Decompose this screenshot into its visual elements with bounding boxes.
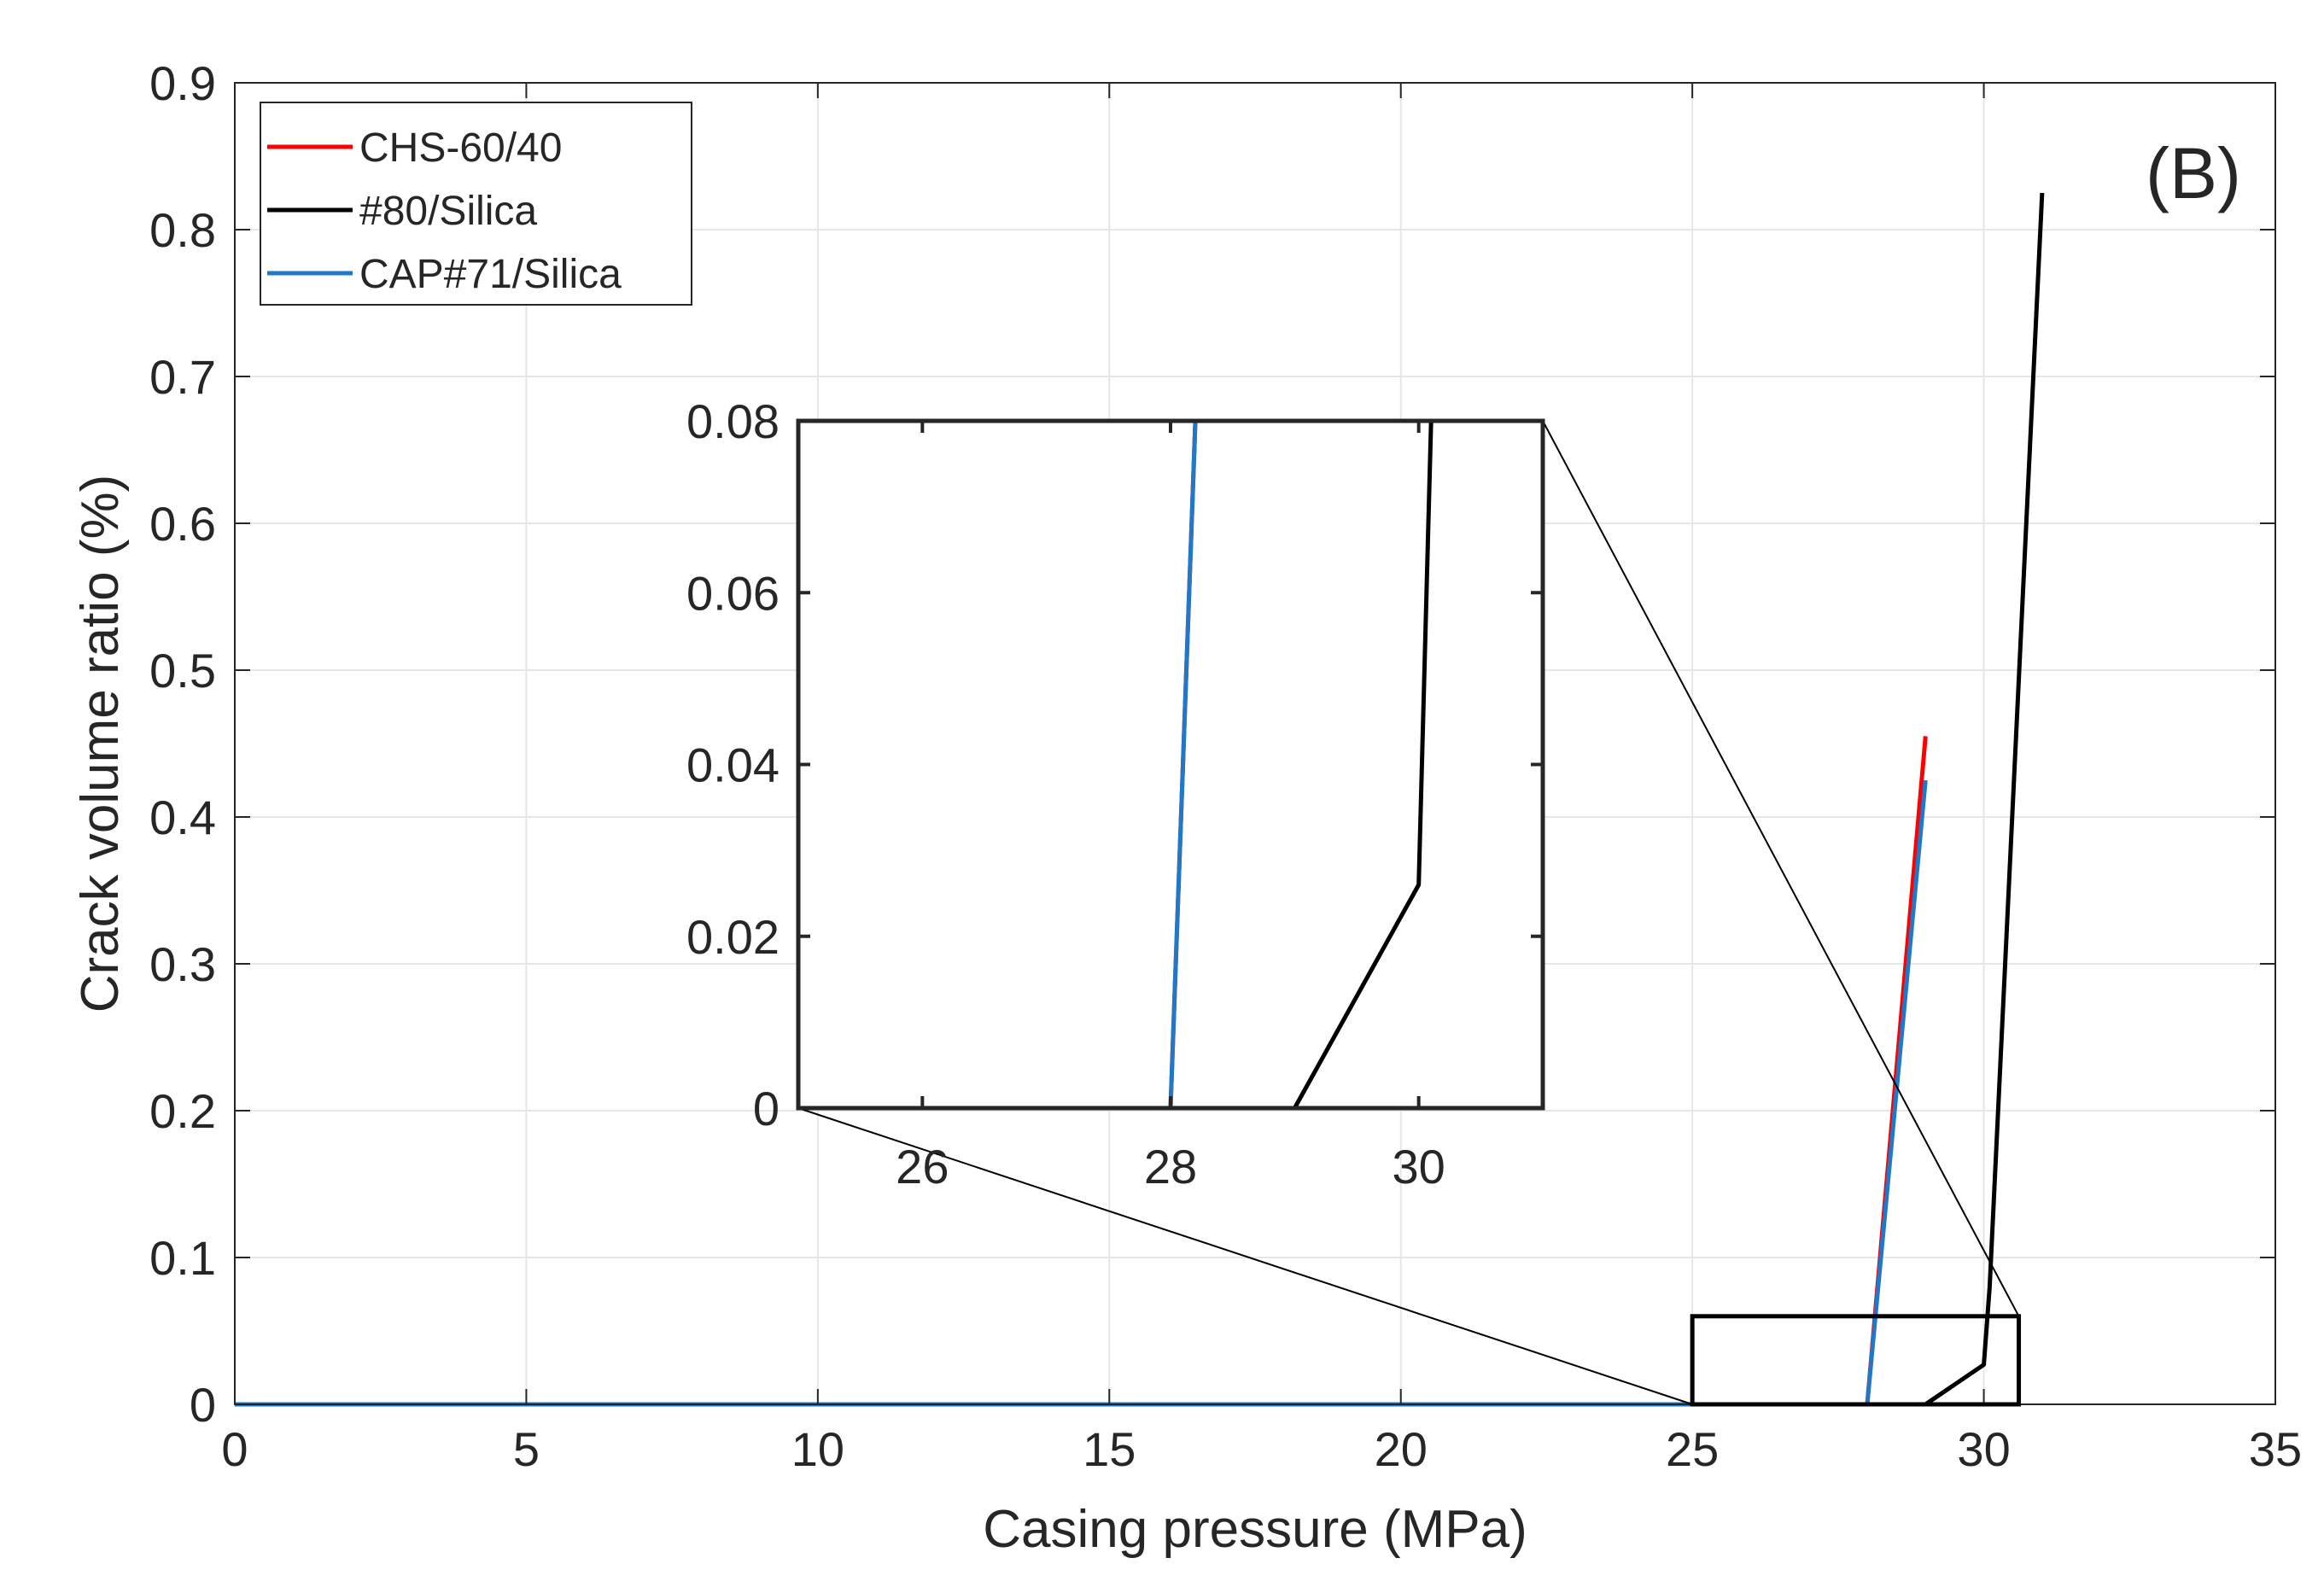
x-tick-label: 5 bbox=[513, 1422, 540, 1476]
inset-x-tick-label: 30 bbox=[1393, 1140, 1445, 1193]
inset-x-tick-label: 28 bbox=[1144, 1140, 1197, 1193]
zoom-connector-line bbox=[797, 1107, 1693, 1405]
x-tick-label: 10 bbox=[791, 1422, 844, 1476]
main-tick-labels: 0 5 10 15 20 25 30 35 0 0.1 0.2 0.3 0.4 0.5 0.6 0.7 0.8 0… bbox=[149, 56, 2302, 1476]
legend-label: #80/Silica bbox=[359, 189, 537, 234]
panel-label: (B) bbox=[2146, 133, 2241, 213]
zoom-indicator bbox=[797, 420, 2022, 1407]
zoom-connector-line bbox=[1542, 420, 2020, 1317]
zoom-box bbox=[1690, 1314, 2022, 1407]
inset-tick-labels: 26 28 30 0 0.02 0.04 0.06 0.08 bbox=[686, 394, 1445, 1193]
legend-item-cap-71-silica: CAP#71/Silica bbox=[267, 252, 622, 297]
y-tick-label: 0.2 bbox=[149, 1084, 216, 1138]
x-tick-label: 35 bbox=[2249, 1422, 2302, 1476]
x-tick-label: 0 bbox=[221, 1422, 248, 1476]
inset-x-tick-label: 26 bbox=[896, 1140, 949, 1193]
x-tick-label: 15 bbox=[1083, 1422, 1136, 1476]
y-tick-label: 0.3 bbox=[149, 937, 216, 991]
y-tick-label: 0.5 bbox=[149, 644, 216, 697]
x-tick-label: 30 bbox=[1957, 1422, 2010, 1476]
y-axis-label: Crack volume ratio (%) bbox=[71, 475, 130, 1012]
legend-items: CHS-60/40 #80/Silica CAP#71/Silica bbox=[267, 125, 622, 297]
x-tick-label: 20 bbox=[1375, 1422, 1428, 1476]
inset-ticks bbox=[798, 419, 1543, 1110]
legend: CHS-60/40 #80/Silica CAP#71/Silica bbox=[260, 102, 692, 306]
inset-y-tick-label: 0.02 bbox=[686, 910, 780, 964]
main-plot-frame bbox=[234, 82, 2276, 1405]
inset-chart: 26 28 30 0 0.02 0.04 0.06 0.08 bbox=[686, 394, 1545, 1193]
legend-item-80-silica: #80/Silica bbox=[267, 189, 537, 234]
inset-y-tick-label: 0.08 bbox=[686, 394, 780, 448]
y-tick-label: 0.8 bbox=[149, 203, 216, 257]
y-tick-label: 0.7 bbox=[149, 350, 216, 404]
inset-background bbox=[798, 421, 1543, 1108]
legend-label: CHS-60/40 bbox=[359, 125, 562, 171]
inset-y-tick-label: 0 bbox=[753, 1082, 780, 1135]
legend-item-chs-60-40: CHS-60/40 bbox=[267, 125, 562, 171]
inset-y-tick-label: 0.06 bbox=[686, 566, 780, 620]
y-tick-label: 0 bbox=[190, 1378, 216, 1432]
x-tick-label: 25 bbox=[1666, 1422, 1719, 1476]
y-tick-label: 0.9 bbox=[149, 56, 216, 110]
main-grid bbox=[235, 83, 2275, 1404]
y-tick-label: 0.4 bbox=[149, 791, 216, 844]
inset-y-tick-label: 0.04 bbox=[686, 738, 780, 792]
x-axis-label: Casing pressure (MPa) bbox=[983, 1500, 1527, 1559]
legend-label: CAP#71/Silica bbox=[359, 252, 622, 297]
y-tick-label: 0.6 bbox=[149, 497, 216, 551]
y-tick-label: 0.1 bbox=[149, 1231, 216, 1285]
